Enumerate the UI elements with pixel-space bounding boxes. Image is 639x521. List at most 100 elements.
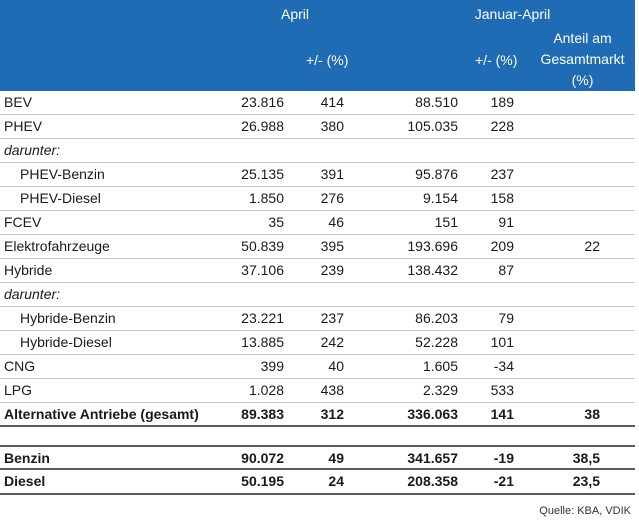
cell-april-change: 237	[320, 310, 344, 326]
table-row: PHEV-Diesel 1.850 276 9.154 158	[0, 187, 635, 211]
cell-ytd: 1.605	[422, 358, 458, 374]
cell-ytd: 52.228	[415, 334, 458, 350]
cell-ytd: 341.657	[407, 450, 458, 466]
source-note: Quelle: KBA, VDIK	[539, 505, 631, 517]
cell-ytd: 193.696	[407, 238, 458, 254]
cell-april-change: 40	[328, 358, 344, 374]
cell-april-change: 438	[320, 382, 344, 398]
cell-april-change: 46	[328, 214, 344, 230]
cell-april-change: 276	[320, 190, 344, 206]
table-row: BEV 23.816 414 88.510 189	[0, 91, 635, 115]
table-row: Elektrofahrzeuge 50.839 395 193.696 209 …	[0, 235, 635, 259]
cell-ytd: 105.035	[407, 118, 458, 134]
cell-april-change: 380	[320, 118, 344, 134]
row-label: Elektrofahrzeuge	[4, 238, 110, 254]
row-label: Hybride-Diesel	[20, 334, 112, 350]
row-label: CNG	[4, 358, 36, 374]
cell-ytd-change: 79	[498, 310, 514, 326]
cell-april: 1.028	[248, 382, 284, 398]
table-row: Diesel 50.195 24 208.358 -21 23,5	[0, 470, 635, 495]
cell-ytd: 208.358	[407, 473, 458, 489]
header-share-line1: Anteil am	[553, 30, 612, 46]
table-header: April Januar-April +/- (%) +/- (%) Antei…	[0, 0, 635, 91]
cell-april: 23.221	[241, 310, 284, 326]
cell-ytd: 86.203	[415, 310, 458, 326]
cell-april: 50.195	[241, 473, 284, 489]
row-label: BEV	[4, 94, 33, 110]
table-row: Hybride 37.106 239 138.432 87	[0, 259, 635, 283]
cell-april: 23.816	[241, 94, 284, 110]
row-label: darunter:	[4, 142, 61, 158]
cell-ytd-change: 533	[490, 382, 514, 398]
cell-april: 37.106	[241, 262, 284, 278]
table-row: FCEV 35 46 151 91	[0, 211, 635, 235]
cell-ytd: 95.876	[415, 166, 458, 182]
header-share-line2: Gesamtmarkt	[540, 51, 625, 67]
row-label: PHEV	[4, 118, 43, 134]
cell-april: 1.850	[248, 190, 284, 206]
header-januar-april: Januar-April	[474, 6, 551, 22]
cell-ytd-change: 91	[498, 214, 514, 230]
cell-april: 89.383	[241, 406, 284, 422]
cell-ytd-change: -34	[493, 358, 514, 374]
cell-ytd: 336.063	[407, 406, 458, 422]
row-label: Alternative Antriebe (gesamt)	[4, 406, 199, 422]
cell-april-change: 312	[320, 406, 344, 422]
table-row: Hybride-Diesel 13.885 242 52.228 101	[0, 331, 635, 355]
cell-april: 25.135	[241, 166, 284, 182]
cell-april-change: 49	[328, 450, 344, 466]
cell-april: 50.839	[241, 238, 284, 254]
header-april: April	[280, 6, 309, 22]
cell-april: 35	[268, 214, 284, 230]
cell-april-change: 395	[320, 238, 344, 254]
header-change-ytd: +/- (%)	[475, 52, 518, 68]
cell-ytd-change: -19	[493, 450, 514, 466]
cell-april: 26.988	[241, 118, 284, 134]
table-row: CNG 399 40 1.605 -34	[0, 355, 635, 379]
table-row: darunter:	[0, 139, 635, 163]
cell-april-change: 414	[320, 94, 344, 110]
row-label: Diesel	[4, 473, 46, 489]
table-row: Benzin 90.072 49 341.657 -19 38,5	[0, 445, 635, 470]
cell-ytd: 9.154	[422, 190, 458, 206]
cell-ytd-change: 158	[490, 190, 514, 206]
cell-share: 22	[584, 238, 600, 254]
cell-april: 90.072	[241, 450, 284, 466]
cell-april-change: 391	[320, 166, 344, 182]
cell-ytd-change: 209	[490, 238, 514, 254]
cell-ytd-change: 228	[490, 118, 514, 134]
cell-ytd-change: 189	[490, 94, 514, 110]
header-change-april: +/- (%)	[306, 52, 349, 68]
cell-april-change: 239	[320, 262, 344, 278]
row-label: Hybride-Benzin	[20, 310, 116, 326]
cell-ytd: 2.329	[422, 382, 458, 398]
cell-april-change: 242	[320, 334, 344, 350]
cell-ytd-change: 101	[490, 334, 514, 350]
cell-april: 13.885	[241, 334, 284, 350]
cell-ytd-change: 87	[498, 262, 514, 278]
table-row: darunter:	[0, 283, 635, 307]
row-label: Hybride	[4, 262, 53, 278]
cell-ytd: 88.510	[415, 94, 458, 110]
cell-share: 23,5	[572, 473, 600, 489]
cell-share: 38	[584, 406, 600, 422]
cell-april: 399	[260, 358, 284, 374]
cell-ytd: 138.432	[407, 262, 458, 278]
cell-ytd-change: 237	[490, 166, 514, 182]
table-row-total: Alternative Antriebe (gesamt) 89.383 312…	[0, 403, 635, 427]
table-row: PHEV 26.988 380 105.035 228	[0, 115, 635, 139]
table-row: LPG 1.028 438 2.329 533	[0, 379, 635, 403]
row-label: PHEV-Diesel	[20, 190, 101, 206]
row-label: darunter:	[4, 286, 61, 302]
cell-ytd: 151	[434, 214, 458, 230]
cell-april-change: 24	[328, 473, 344, 489]
row-label: Benzin	[4, 450, 50, 466]
row-label: FCEV	[4, 214, 42, 230]
row-label: PHEV-Benzin	[20, 166, 105, 182]
cell-ytd-change: -21	[493, 473, 514, 489]
cell-share: 38,5	[572, 450, 600, 466]
table-row: Hybride-Benzin 23.221 237 86.203 79	[0, 307, 635, 331]
row-label: LPG	[4, 382, 33, 398]
header-share-line3: (%)	[571, 72, 594, 88]
table-row: PHEV-Benzin 25.135 391 95.876 237	[0, 163, 635, 187]
